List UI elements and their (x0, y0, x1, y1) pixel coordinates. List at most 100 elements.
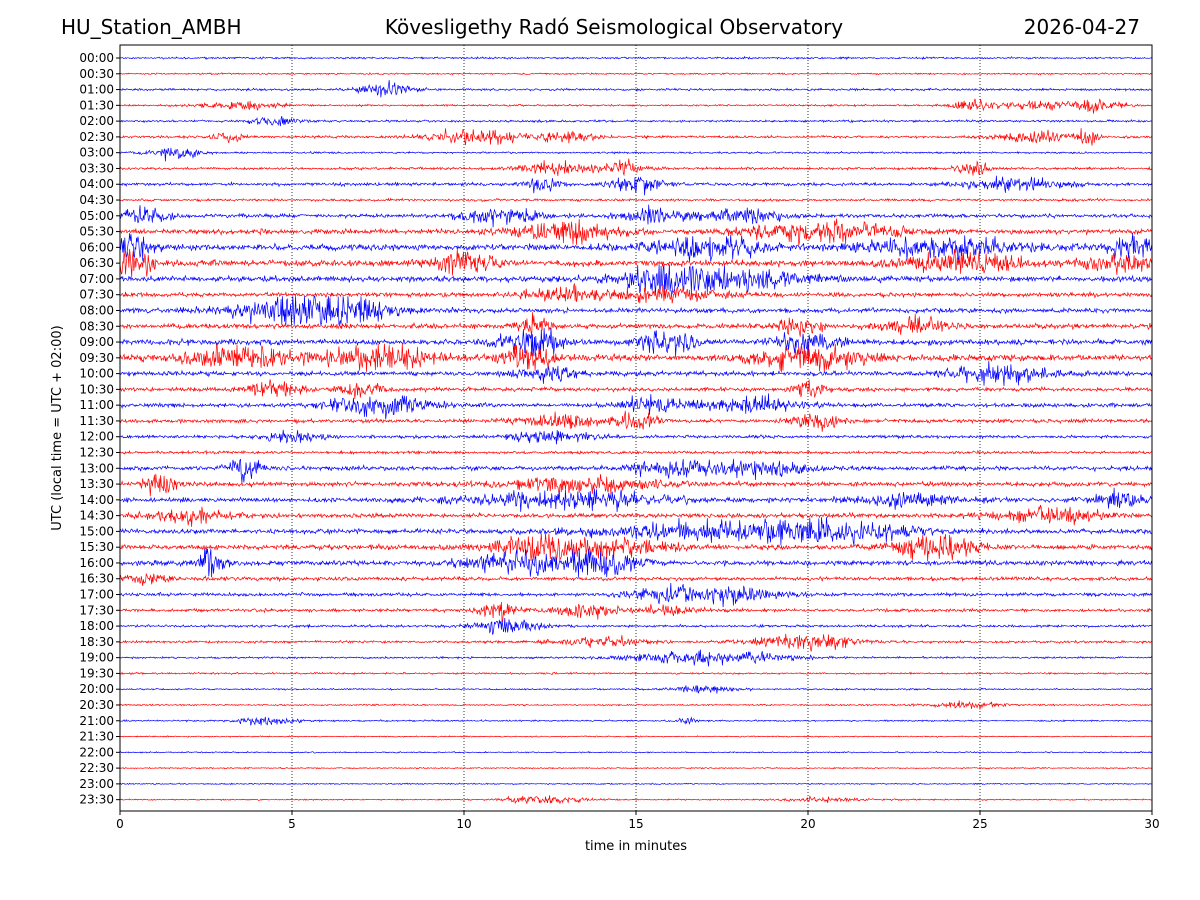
trace-1400 (119, 487, 1153, 513)
y-tick-label: 04:00 (79, 177, 114, 191)
y-tick-label: 21:00 (79, 714, 114, 728)
y-tick-label: 20:30 (79, 698, 114, 712)
trace-0900 (119, 327, 1153, 357)
y-tick-label: 19:30 (79, 666, 114, 680)
y-tick-label: 23:30 (79, 793, 114, 807)
y-tick-label: 19:00 (79, 651, 114, 665)
trace-1630 (119, 572, 1153, 586)
trace-0800 (119, 295, 1153, 326)
x-axis: 0 5 10 15 20 25 30 (116, 811, 1160, 831)
y-tick-label: 09:00 (79, 335, 114, 349)
y-tick-label: 12:00 (79, 430, 114, 444)
gridlines (291, 45, 981, 811)
y-tick-label: 10:30 (79, 382, 114, 396)
trace-1530 (119, 533, 1153, 562)
y-tick-label: 07:00 (79, 272, 114, 286)
chart-date: 2026-04-27 (1023, 15, 1140, 39)
y-tick-label: 06:30 (79, 256, 114, 270)
y-tick-label: 10:00 (79, 367, 114, 381)
y-tick-label: 20:00 (79, 682, 114, 696)
station-name: HU_Station_AMBH (61, 15, 242, 39)
trace-1030 (119, 379, 1153, 399)
y-tick-label: 17:30 (79, 603, 114, 617)
x-tick-label: 10 (456, 817, 471, 831)
y-tick-label: 03:30 (79, 161, 114, 175)
y-tick-label: 21:30 (79, 730, 114, 744)
y-tick-label: 23:00 (79, 777, 114, 791)
trace-0930 (119, 343, 1153, 373)
y-tick-label: 02:30 (79, 130, 114, 144)
y-tick-label: 01:30 (79, 98, 114, 112)
trace-2300 (119, 782, 1153, 786)
y-tick-label: 00:00 (79, 51, 114, 65)
trace-0330 (119, 158, 1153, 177)
trace-1600 (119, 548, 1153, 578)
y-tick-label: 02:00 (79, 114, 114, 128)
y-tick-label: 11:30 (79, 414, 114, 428)
trace-1230 (119, 449, 1153, 456)
y-tick-label: 03:00 (79, 146, 114, 160)
x-tick-label: 20 (800, 817, 815, 831)
y-tick-label: 16:00 (79, 556, 114, 570)
trace-0000 (119, 55, 1153, 61)
y-tick-label: 14:00 (79, 493, 114, 507)
y-tick-label: 08:00 (79, 303, 114, 317)
y-tick-label: 04:30 (79, 193, 114, 207)
trace-0600 (120, 233, 1153, 262)
trace-0500 (119, 204, 1153, 228)
trace-0730 (119, 283, 1153, 304)
trace-2330 (119, 795, 1153, 805)
y-tick-label: 18:00 (79, 619, 114, 633)
y-tick-label: 09:30 (79, 351, 114, 365)
x-tick-label: 0 (116, 817, 124, 831)
y-tick-label: 00:30 (79, 67, 114, 81)
y-tick-label: 17:00 (79, 588, 114, 602)
seismic-traces (119, 55, 1153, 805)
trace-2130 (119, 735, 1153, 738)
trace-0130 (120, 98, 1153, 114)
trace-1930 (119, 671, 1153, 676)
y-tick-label: 01:00 (79, 83, 114, 97)
y-tick-label: 22:30 (79, 761, 114, 775)
trace-2030 (119, 700, 1153, 710)
trace-1300 (119, 458, 1153, 483)
x-tick-label: 25 (972, 817, 987, 831)
trace-0530 (119, 218, 1153, 246)
trace-0430 (119, 197, 1153, 203)
x-tick-label: 5 (288, 817, 296, 831)
trace-0230 (119, 128, 1153, 146)
y-tick-label: 05:30 (79, 225, 114, 239)
trace-1430 (119, 504, 1153, 527)
y-tick-label: 05:00 (79, 209, 114, 223)
trace-1200 (120, 429, 1152, 445)
trace-1830 (120, 633, 1153, 652)
trace-1100 (119, 393, 1153, 420)
y-tick-label: 08:30 (79, 319, 114, 333)
y-tick-label: 16:30 (79, 572, 114, 586)
trace-0700 (119, 264, 1153, 295)
trace-0200 (120, 115, 1153, 127)
y-tick-label: 15:30 (79, 540, 114, 554)
y-tick-label: 13:00 (79, 461, 114, 475)
y-tick-label: 22:00 (79, 745, 114, 759)
trace-1000 (119, 360, 1153, 387)
trace-1500 (119, 517, 1153, 546)
trace-0100 (119, 80, 1152, 98)
trace-0830 (119, 312, 1153, 338)
x-tick-label: 30 (1144, 817, 1159, 831)
trace-1130 (119, 410, 1153, 432)
trace-0030 (119, 72, 1153, 76)
x-tick-label: 15 (628, 817, 643, 831)
trace-1700 (119, 582, 1153, 608)
trace-1730 (119, 601, 1153, 624)
trace-0300 (119, 147, 1153, 162)
x-axis-label: time in minutes (585, 839, 687, 854)
y-axis-label: UTC (local time = UTC + 02:00) (50, 325, 65, 530)
trace-2000 (119, 685, 1153, 694)
chart-title: Kövesligethy Radó Seismological Observat… (384, 15, 844, 39)
trace-2200 (119, 750, 1153, 754)
trace-1900 (119, 649, 1153, 667)
